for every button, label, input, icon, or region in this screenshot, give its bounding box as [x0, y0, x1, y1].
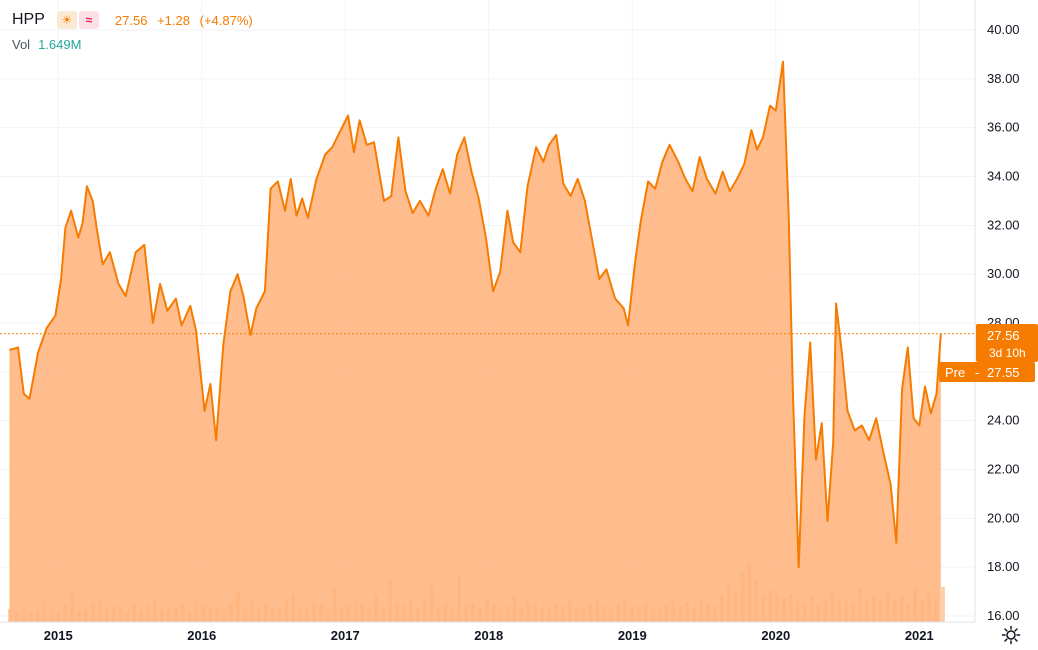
- last-value: 27.56: [114, 12, 148, 28]
- x-tick-label: 2018: [474, 628, 503, 643]
- premarket-label: Pre - 27.55: [939, 362, 1035, 382]
- change-value: +1.28: [157, 12, 190, 28]
- y-tick-label: 18.00: [987, 559, 1020, 574]
- x-tick-label: 2015: [44, 628, 73, 643]
- change-percent: (+4.87%): [199, 12, 253, 28]
- quote-values: 27.56 +1.28 (+4.87%): [115, 13, 259, 28]
- premarket-value: 27.55: [987, 365, 1020, 380]
- volume-bar: [941, 586, 945, 622]
- gear-icon[interactable]: [1001, 625, 1021, 645]
- wave-icon[interactable]: ≈: [78, 11, 99, 29]
- last-price-value: 27.56: [987, 328, 1020, 343]
- legend-main-row: HPP ☀ ≈ 27.56 +1.28 (+4.87%): [12, 8, 259, 32]
- y-tick-label: 16.00: [987, 608, 1020, 623]
- legend-volume-row: Vol 1.649M: [12, 32, 259, 56]
- y-tick-label: 22.00: [987, 462, 1020, 477]
- bar-countdown: 3d 10h: [989, 346, 1026, 360]
- y-tick-label: 32.00: [987, 217, 1020, 232]
- y-tick-label: 40.00: [987, 22, 1020, 37]
- volume-value: 1.649M: [38, 36, 82, 52]
- x-tick-label: 2019: [618, 628, 647, 643]
- price-line: [9, 60, 942, 569]
- y-tick-label: 30.00: [987, 266, 1020, 281]
- volume-label: Vol: [12, 36, 31, 52]
- x-tick-label: 2020: [761, 628, 790, 643]
- sun-icon[interactable]: ☀: [56, 11, 77, 29]
- y-tick-label: 24.00: [987, 413, 1020, 428]
- x-tick-label: 2016: [187, 628, 216, 643]
- symbol-name[interactable]: HPP: [12, 11, 45, 28]
- time-axis[interactable]: 2015 2016 2017 2018 2019 2020 2021: [44, 628, 934, 643]
- x-tick-label: 2021: [905, 628, 934, 643]
- y-tick-label: 38.00: [987, 71, 1020, 86]
- price-area: [9, 61, 941, 622]
- y-tick-label: 34.00: [987, 169, 1020, 184]
- premarket-prefix: Pre: [945, 365, 965, 380]
- price-axis[interactable]: 40.0038.0036.0034.0032.0030.0028.0026.00…: [987, 22, 1020, 623]
- y-tick-label: 36.00: [987, 120, 1020, 135]
- premarket-separator: -: [975, 365, 979, 380]
- x-tick-label: 2017: [331, 628, 360, 643]
- symbol-legend: HPP ☀ ≈ 27.56 +1.28 (+4.87%) Vol 1.649M: [12, 8, 259, 56]
- y-tick-label: 20.00: [987, 510, 1020, 525]
- last-price-label: 27.56 3d 10h: [976, 324, 1038, 362]
